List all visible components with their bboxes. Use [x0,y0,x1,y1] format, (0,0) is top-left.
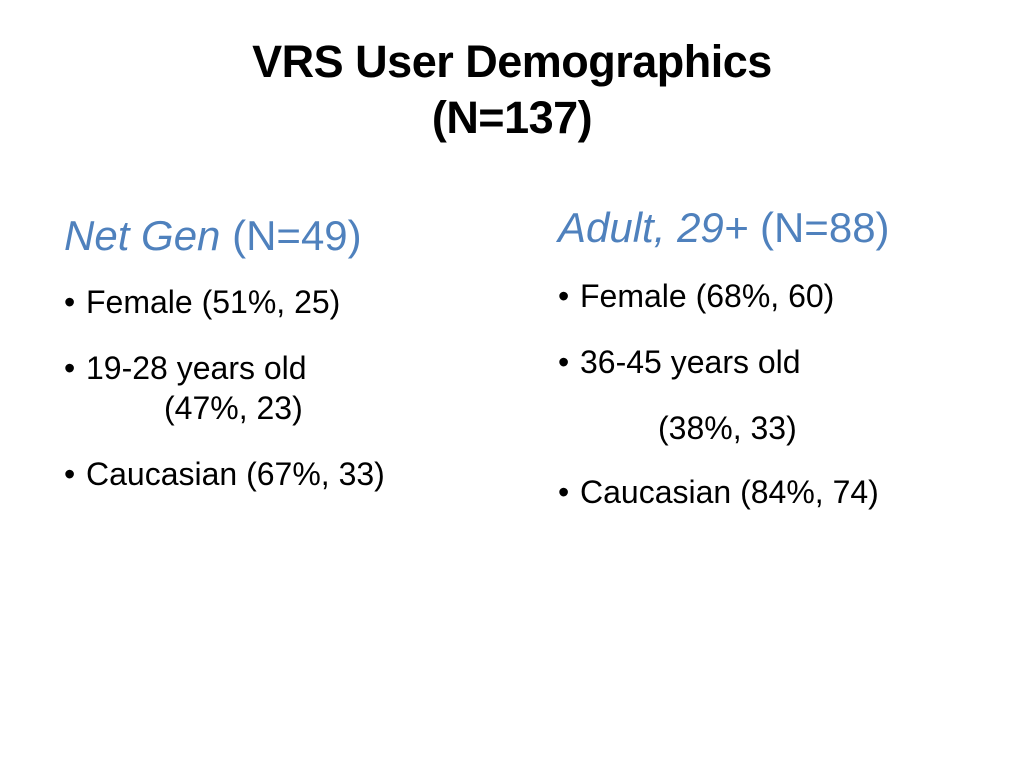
item-text: 36-45 years old [580,344,801,380]
left-heading: Net Gen (N=49) [64,208,514,264]
right-heading-count: (N=88) [759,204,890,251]
item-continuation: (47%, 23) [164,390,303,426]
bullet-icon: • [64,350,76,386]
left-heading-count: (N=49) [232,212,362,259]
right-heading: Adult, 29+ (N=88) [558,200,1008,256]
item-text: Caucasian (67%, 33) [86,456,385,492]
left-item-age: • 19-28 years old (47%, 23) [64,348,514,428]
slide-title: VRS User Demographics (N=137) [0,34,1024,146]
bullet-icon: • [558,474,570,510]
item-continuation: (38%, 33) [658,410,797,446]
item-text: 19-28 years old [86,350,307,386]
right-item-age: • 36-45 years old (38%, 33) [558,342,1008,448]
right-item-ethnicity: • Caucasian (84%, 74) [558,472,1008,512]
bullet-icon: • [558,278,570,314]
left-column: Net Gen (N=49) • Female (51%, 25) • 19-2… [64,208,514,494]
left-item-ethnicity: • Caucasian (67%, 33) [64,454,514,494]
bullet-icon: • [558,344,570,380]
item-text: Caucasian (84%, 74) [580,474,879,510]
left-heading-group: Net Gen [64,212,221,259]
right-column: Adult, 29+ (N=88) • Female (68%, 60) • 3… [558,200,1008,512]
right-item-female: • Female (68%, 60) [558,276,1008,316]
right-heading-group: Adult, 29+ [558,204,749,251]
item-text: Female (68%, 60) [580,278,835,314]
bullet-icon: • [64,284,76,320]
title-line-1: VRS User Demographics [252,36,772,87]
title-line-2: (N=137) [431,92,593,143]
item-text: Female (51%, 25) [86,284,341,320]
bullet-icon: • [64,456,76,492]
left-item-female: • Female (51%, 25) [64,282,514,322]
